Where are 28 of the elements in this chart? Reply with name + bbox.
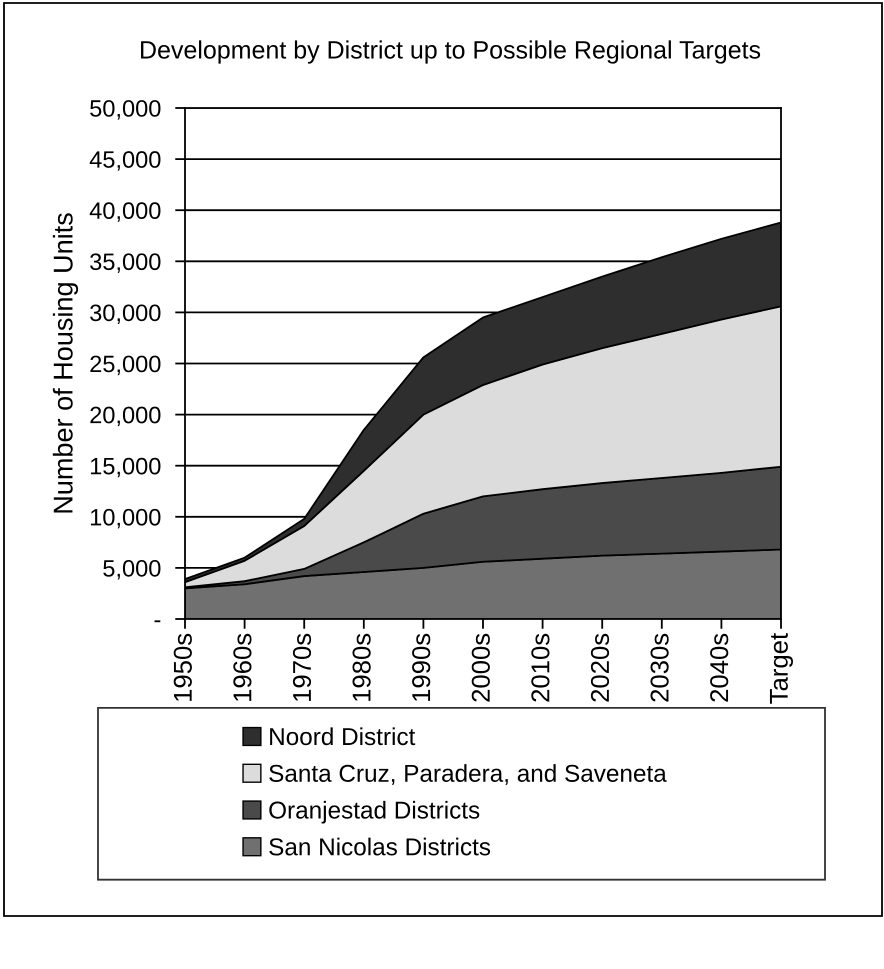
legend-label: Santa Cruz, Paradera, and Saveneta [269, 764, 667, 785]
x-tick-label: 1960s [233, 634, 252, 701]
x-tick-label: 2010s [531, 634, 550, 702]
x-tick-label: 1950s [174, 634, 192, 701]
x-tick-label: Target [770, 633, 793, 704]
y-tick-label: 5,000 [103, 560, 160, 580]
legend-label: San Nicolas Districts [269, 838, 490, 856]
legend-label: Noord District [270, 727, 416, 746]
y-tick-label: 20,000 [90, 406, 160, 426]
y-tick-label: 10,000 [90, 508, 160, 528]
y-tick-label: 30,000 [90, 304, 160, 324]
y-tick-label: 50,000 [90, 100, 160, 120]
x-tick-label: 2000s [472, 634, 490, 702]
x-tick-label: 1980s [352, 634, 371, 701]
x-tick-label: 1970s [292, 634, 312, 701]
x-tick-label: 2020s [590, 634, 610, 702]
chart-title: Development by District up to Possible Regional Targets [141, 40, 760, 64]
x-tick-label: 2030s [650, 634, 669, 702]
legend-label: Oranjestad Districts [269, 800, 480, 824]
y-tick-label: 45,000 [90, 151, 160, 171]
y-tick-label: 40,000 [90, 202, 160, 222]
y-tick-label: 15,000 [90, 458, 160, 478]
x-tick-label: 1990s [412, 634, 430, 701]
y-tick-label: - [154, 620, 160, 622]
y-tick-label: 35,000 [90, 253, 160, 273]
y-tick-label: 25,000 [90, 356, 160, 376]
y-axis-title: Number of Housing Units [52, 213, 78, 513]
x-tick-label: 2040s [710, 634, 728, 702]
